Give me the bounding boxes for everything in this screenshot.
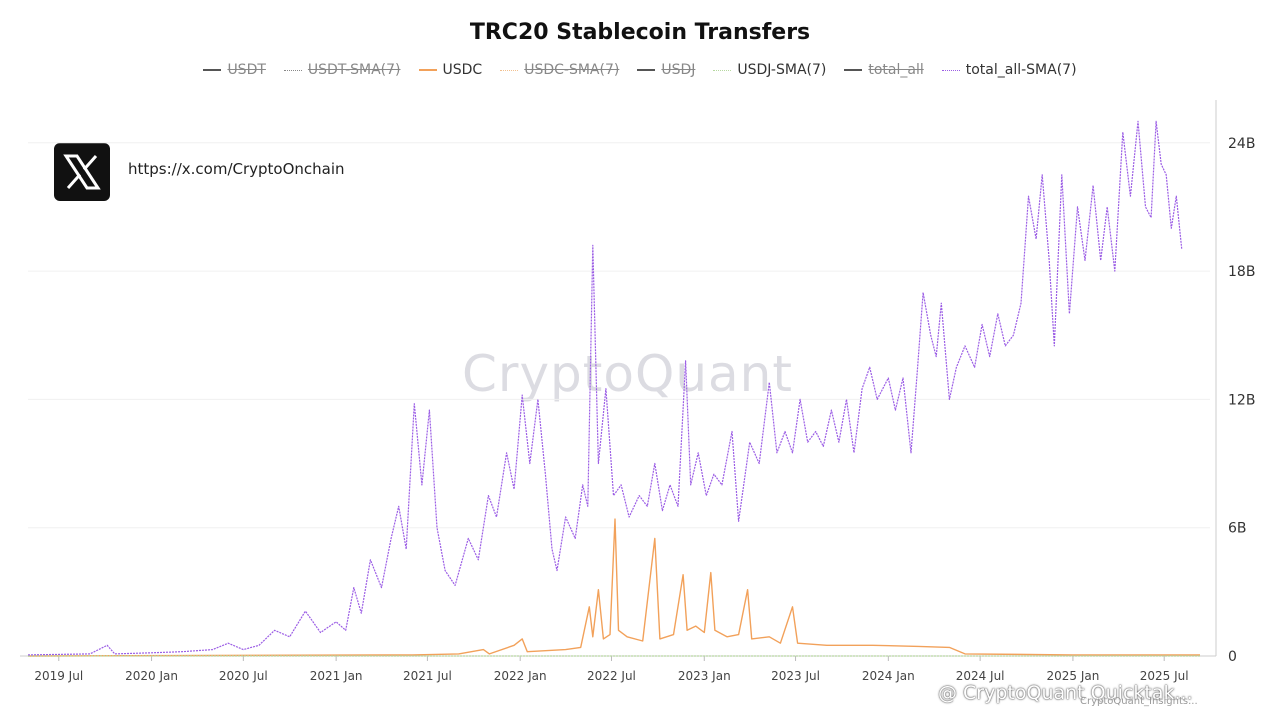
y-tick-label: 12B	[1228, 392, 1255, 408]
legend-item-usdc-sma-7-[interactable]: USDC-SMA(7)	[500, 62, 619, 78]
legend-label: USDT	[227, 62, 266, 78]
legend-swatch	[637, 69, 656, 71]
x-logo-icon[interactable]	[54, 143, 110, 201]
x-tick-label: 2023 Jan	[678, 669, 731, 683]
legend-label: USDC-SMA(7)	[524, 62, 620, 78]
legend-label: total_all-SMA(7)	[965, 62, 1077, 78]
legend-label: USDJ	[661, 62, 696, 78]
y-tick-label: 18B	[1228, 264, 1255, 280]
legend-swatch	[500, 69, 519, 71]
legend-label: USDT-SMA(7)	[307, 62, 401, 78]
x-tick-label: 2020 Jul	[219, 669, 268, 683]
legend-swatch	[941, 69, 960, 71]
legend-swatch	[844, 69, 863, 71]
legend-item-usdc[interactable]: USDC	[418, 62, 483, 78]
x-tick-label: 2022 Jan	[494, 669, 547, 683]
legend-label: total_all	[868, 62, 924, 78]
legend-swatch	[713, 69, 732, 71]
x-tick-label: 2025 Jan	[1046, 669, 1099, 683]
legend-item-total-all[interactable]: total_all	[844, 62, 924, 78]
x-tick-label: 2021 Jan	[310, 669, 363, 683]
legend-item-usdt-sma-7-[interactable]: USDT-SMA(7)	[283, 62, 401, 78]
y-tick-label: 0	[1228, 649, 1237, 665]
cryptoquant-watermark: CryptoQuant	[462, 345, 793, 403]
x-tick-label: 2020 Jan	[125, 669, 178, 683]
chart-legend: USDT USDT-SMA(7) USDC USDC-SMA(7) USDJ USDJ-S…	[0, 62, 1280, 78]
legend-label: USDJ-SMA(7)	[737, 62, 827, 78]
legend-swatch	[203, 69, 222, 71]
legend-item-usdj-sma-7-[interactable]: USDJ-SMA(7)	[713, 62, 826, 78]
legend-label: USDC	[442, 62, 483, 78]
series-line-usdc	[27, 518, 1200, 657]
legend-item-total-all-sma-7-[interactable]: total_all-SMA(7)	[941, 62, 1077, 78]
x-tick-label: 2021 Jul	[403, 669, 452, 683]
x-tick-label: 2024 Jan	[862, 669, 915, 683]
footer-watermark-sub: CryptoQuant_Insights...	[1080, 696, 1198, 707]
legend-item-usdj[interactable]: USDJ	[637, 62, 695, 78]
legend-swatch	[418, 69, 437, 71]
x-profile-link[interactable]: https://x.com/CryptoOnchain	[128, 160, 345, 178]
x-tick-label: 2024 Jul	[956, 669, 1005, 683]
y-tick-label: 6B	[1228, 521, 1247, 537]
legend-swatch	[283, 69, 302, 71]
x-tick-label: 2025 Jul	[1140, 669, 1189, 683]
x-tick-label: 2023 Jul	[771, 669, 820, 683]
footer-watermark: @ CryptoQuant Quicktak...	[938, 682, 1193, 704]
y-tick-label: 24B	[1228, 136, 1255, 152]
x-tick-label: 2019 Jul	[34, 669, 83, 683]
x-tick-label: 2022 Jul	[587, 669, 636, 683]
chart-title: TRC20 Stablecoin Transfers	[469, 20, 811, 45]
legend-item-usdt[interactable]: USDT	[203, 62, 266, 78]
series-line-total-all-sma-7-	[27, 120, 1183, 656]
